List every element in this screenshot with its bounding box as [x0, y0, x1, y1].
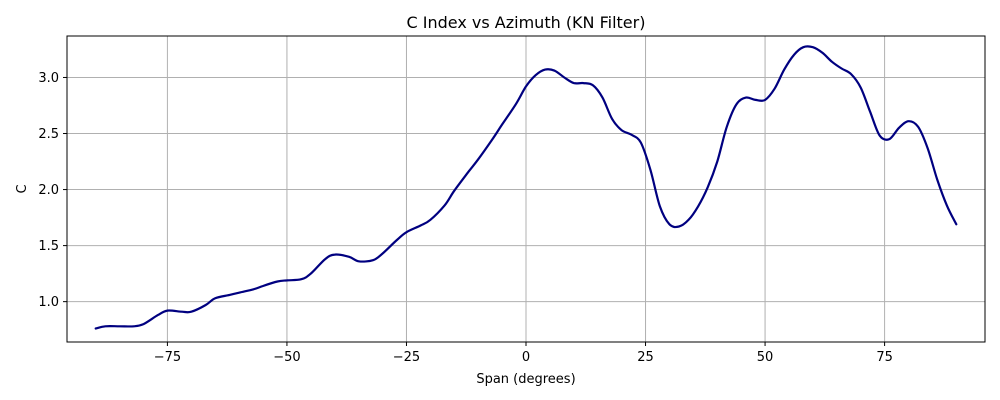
y-tick-label: 1.0 — [38, 295, 59, 310]
x-tick-label: −75 — [154, 350, 181, 365]
y-axis-label: C — [15, 184, 30, 193]
chart-title: C Index vs Azimuth (KN Filter) — [407, 13, 646, 32]
x-tick-label: −25 — [393, 350, 420, 365]
grid — [67, 36, 985, 342]
x-axis-label: Span (degrees) — [476, 372, 575, 387]
axis-ticks: −75 −50 −25 0 25 50 75 1.0 1.5 2.0 2.5 3.0 — [38, 71, 893, 365]
x-tick-label: 50 — [757, 350, 774, 365]
x-tick-label: −50 — [273, 350, 300, 365]
y-tick-label: 3.0 — [38, 71, 59, 86]
x-tick-label: 0 — [522, 350, 530, 365]
x-tick-label: 75 — [876, 350, 893, 365]
plot-frame — [66, 35, 986, 343]
x-tick-label: 25 — [637, 350, 654, 365]
y-tick-label: 2.0 — [38, 183, 59, 198]
y-tick-label: 2.5 — [38, 127, 59, 142]
y-tick-label: 1.5 — [38, 239, 59, 254]
series-line — [94, 45, 958, 330]
